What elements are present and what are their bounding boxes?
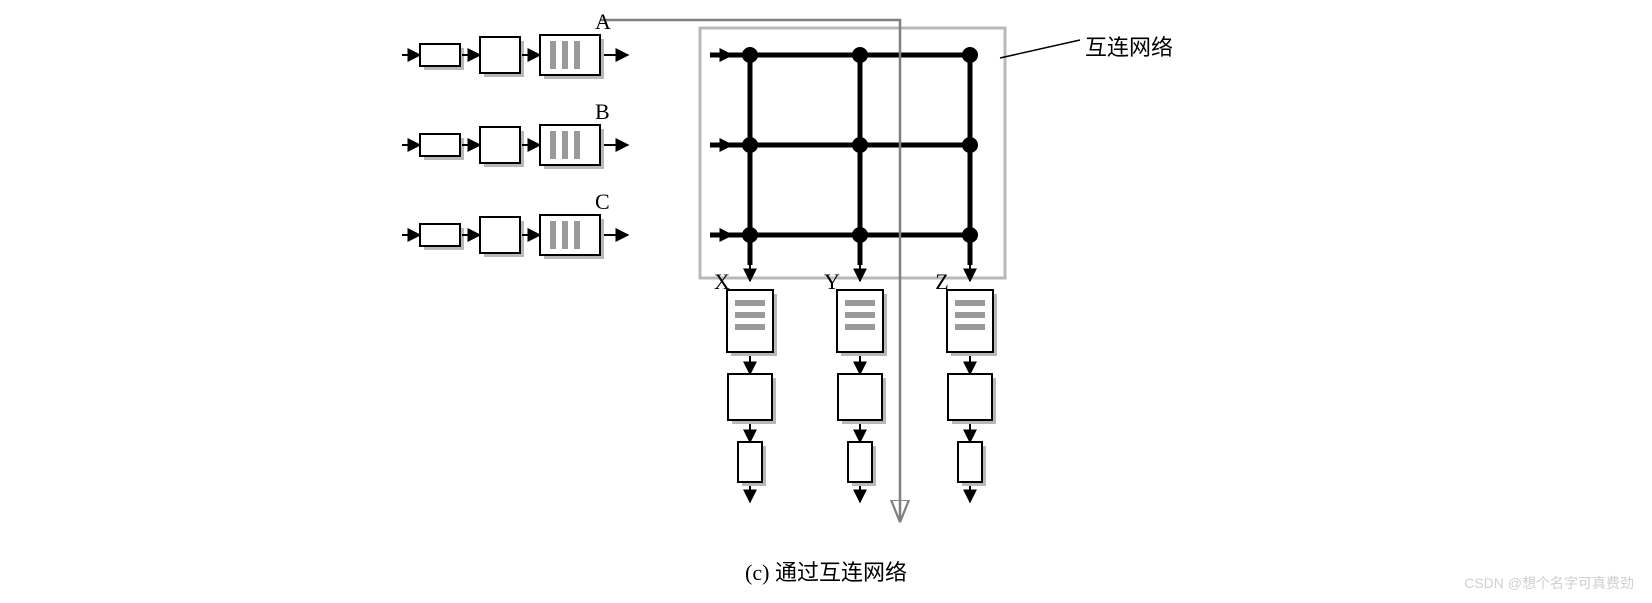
diagram: ABCXYZ — [400, 10, 1150, 570]
watermark: CSDN @想个名字可真费劲 — [1464, 573, 1634, 593]
svg-text:A: A — [595, 10, 611, 34]
caption: (c) 通过互连网络 — [0, 555, 1652, 587]
network-label: 互连网络 — [1085, 30, 1173, 62]
diagram-svg: ABCXYZ — [400, 10, 1150, 570]
svg-text:C: C — [595, 189, 610, 214]
svg-text:B: B — [595, 99, 610, 124]
